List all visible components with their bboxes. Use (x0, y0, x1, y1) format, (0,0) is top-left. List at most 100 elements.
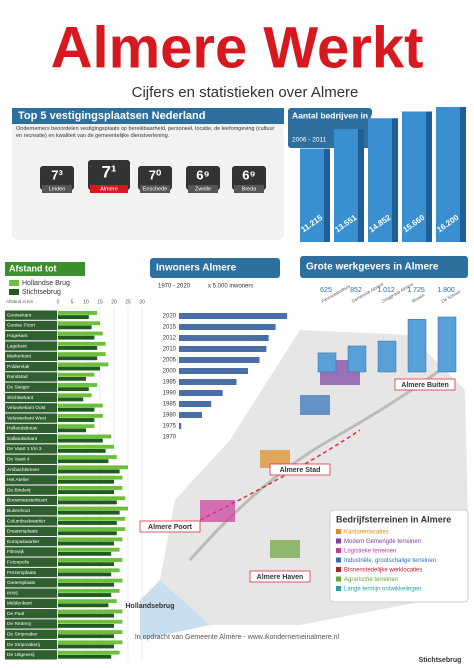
category-label: Het Atelier (7, 477, 30, 483)
bar (58, 531, 117, 536)
bar-side (358, 129, 364, 242)
bar (58, 393, 92, 398)
category-label: Fotonpolis (7, 559, 30, 565)
value-label: 1.725 (407, 287, 425, 294)
map-area (300, 395, 330, 415)
bar (368, 118, 392, 242)
bar (58, 465, 128, 470)
year-label: 2015 (163, 325, 177, 331)
bar (347, 345, 367, 373)
bar (58, 490, 114, 494)
row-bg (5, 320, 57, 331)
bar (58, 537, 123, 542)
legend-label: Logistieke terreinen (344, 549, 396, 555)
pictogram-row (179, 379, 237, 385)
bar (58, 387, 89, 392)
title: Almere Werkt (51, 15, 424, 80)
bar (58, 609, 123, 614)
bar (58, 582, 114, 587)
category-label: De Stripmakerij (7, 642, 40, 648)
bar (58, 496, 126, 501)
bar-side (426, 111, 432, 242)
row-bg (5, 361, 57, 372)
category-label: Veluwsekant West (7, 415, 47, 421)
row-bg (5, 567, 57, 578)
city: Leiden (49, 186, 66, 192)
bar (58, 434, 112, 439)
bar (58, 362, 109, 367)
category-label: Columbuskwartier (7, 518, 46, 524)
legend-box (329, 509, 469, 603)
x-axis-label: Afstand in km (6, 299, 34, 304)
category-label: Europakwartier (7, 539, 40, 545)
legend-swatch (336, 576, 341, 582)
row-bg (5, 536, 57, 547)
bar (58, 428, 86, 433)
bar (58, 376, 86, 381)
category-label: De Steiger (7, 384, 30, 390)
bar (58, 551, 112, 556)
map-label: Almere Haven (257, 574, 304, 581)
row-bg (5, 403, 57, 413)
row-bg (5, 547, 57, 557)
category-label: De Stripmaker (7, 632, 38, 638)
bar (58, 547, 120, 552)
bar (58, 640, 123, 645)
pictogram-row (179, 412, 202, 418)
row-bg (5, 619, 57, 629)
value-label: 852 (350, 287, 362, 294)
legend-swatch (336, 548, 341, 553)
legend-label: Kantorenlocaties (344, 530, 389, 536)
category-label: Randstad (7, 374, 28, 380)
bar (58, 558, 123, 562)
bar (58, 383, 98, 387)
x-tick-label: 0 (57, 299, 60, 305)
bar (58, 630, 123, 634)
bar (402, 111, 426, 242)
bar (334, 129, 358, 242)
bar-side (392, 118, 398, 242)
bar (58, 444, 114, 449)
footer: In opdracht van Gemeente Almere - www.ik… (135, 634, 340, 641)
row-bg (5, 454, 57, 464)
category-label: IKNS (7, 590, 18, 596)
row-bg (5, 331, 57, 341)
legend-swatch (9, 280, 19, 286)
bar (300, 148, 324, 242)
top5-description: Ondernemers beoordelen vestigingsplaats … (16, 126, 275, 139)
bar (58, 516, 126, 521)
year-label: 2005 (163, 358, 177, 364)
bar (317, 352, 337, 373)
row-bg (5, 413, 57, 423)
bar (58, 603, 109, 608)
category-label: Wonen (411, 292, 426, 304)
subtitle: Cijfers en statistieken over Almere (132, 84, 359, 101)
chart-title: Grote werkgevers in Almere (306, 262, 439, 273)
bar (58, 541, 114, 546)
chart-header (150, 258, 280, 278)
year-label: 1975 (163, 424, 177, 430)
bar (58, 455, 117, 459)
value-label: 625 (320, 287, 332, 294)
category-label: De Redenij (7, 621, 31, 627)
bar (58, 341, 106, 346)
x-tick-label: 25 (125, 299, 131, 305)
score: 7⁰ (149, 167, 162, 182)
category-label: Sallandsekant (7, 436, 38, 442)
bar (58, 623, 114, 628)
category-label: Stichtsekant (7, 395, 34, 401)
bar-side (324, 148, 330, 242)
map-label-box (139, 520, 201, 533)
row-bg (5, 609, 57, 619)
category-label: De Vaart 1 t/m 3 (7, 446, 42, 452)
bar (58, 510, 120, 515)
pictogram-row (179, 368, 248, 374)
bar (437, 316, 457, 373)
category-label: Gietersplaats (7, 580, 36, 586)
bar (58, 403, 103, 408)
legend-swatch (9, 289, 19, 295)
bar (436, 107, 460, 242)
value-label: 1.012 (377, 287, 395, 294)
city: Breda (242, 186, 258, 192)
